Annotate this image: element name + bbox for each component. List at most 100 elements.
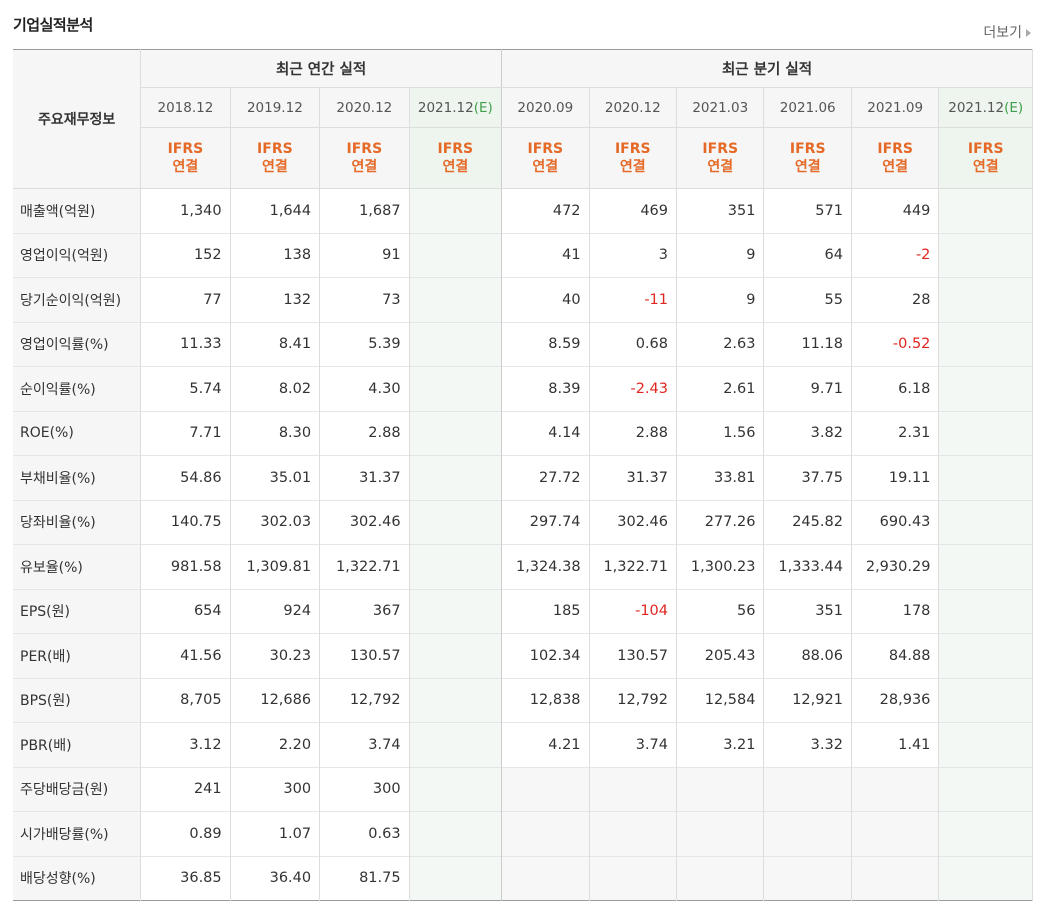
annual-value: 130.57	[319, 633, 410, 678]
annual-value	[409, 188, 503, 233]
annual-value: 924	[230, 589, 321, 634]
quarter-value	[938, 589, 1033, 634]
quarter-value: 2.88	[589, 411, 678, 456]
quarter-value: 178	[851, 589, 940, 634]
quarter-value	[938, 856, 1033, 901]
row-label: 영업이익률(%)	[13, 322, 142, 367]
ifrs-label: IFRS	[614, 141, 651, 157]
consolidated-label: 연결	[972, 159, 999, 175]
table-row: PBR(배) 3.12 2.20 3.74 4.21 3.74 3.21 3.32 1.41	[13, 722, 1033, 767]
quarter-value: 41	[501, 233, 590, 278]
quarter-value	[851, 811, 940, 856]
quarter-value: 351	[763, 589, 852, 634]
quarter-value: 245.82	[763, 500, 852, 545]
consolidated-label: 연결	[882, 159, 909, 175]
annual-value: 41.56	[140, 633, 231, 678]
annual-value	[409, 589, 503, 634]
ifrs-badge: IFRS 연결	[589, 127, 678, 189]
row-label: 순이익률(%)	[13, 366, 142, 411]
annual-value	[409, 633, 503, 678]
annual-value: 8,705	[140, 678, 231, 723]
quarter-value: 55	[763, 277, 852, 322]
quarter-value	[676, 811, 765, 856]
annual-value: 3.74	[319, 722, 410, 767]
annual-value: 152	[140, 233, 231, 278]
more-link[interactable]: 더보기	[983, 22, 1031, 42]
quarter-value: 31.37	[589, 455, 678, 500]
quarter-group-header: 최근 분기 실적	[501, 49, 1033, 88]
quarter-value: 102.34	[501, 633, 590, 678]
period-header: 2021.12(E)	[409, 87, 503, 128]
row-label: ROE(%)	[13, 411, 142, 456]
ifrs-label: IFRS	[257, 141, 293, 157]
annual-value: 73	[319, 277, 410, 322]
annual-value: 31.37	[319, 455, 410, 500]
table-row: 순이익률(%) 5.74 8.02 4.30 8.39 -2.43 2.61 9.71 6.18	[13, 366, 1033, 411]
annual-value: 300	[230, 767, 321, 812]
quarter-value	[501, 811, 590, 856]
row-label: PBR(배)	[13, 722, 142, 767]
section-title: 기업실적분석	[13, 16, 93, 34]
row-label: BPS(원)	[13, 678, 142, 723]
quarter-value: 12,838	[501, 678, 590, 723]
annual-value: 12,792	[319, 678, 410, 723]
quarter-value: 2.63	[676, 322, 765, 367]
period-header: 2021.09	[851, 87, 940, 128]
row-label: 당좌비율(%)	[13, 500, 142, 545]
row-label: 시가배당률(%)	[13, 811, 142, 856]
quarter-value: 297.74	[501, 500, 590, 545]
quarter-value: 19.11	[851, 455, 940, 500]
annual-value: 11.33	[140, 322, 231, 367]
quarter-value: 277.26	[676, 500, 765, 545]
annual-value: 77	[140, 277, 231, 322]
annual-value	[409, 678, 503, 723]
quarter-value: -2.43	[589, 366, 678, 411]
quarter-value	[938, 455, 1033, 500]
quarter-value: 4.14	[501, 411, 590, 456]
quarter-value: -104	[589, 589, 678, 634]
quarter-value: 2,930.29	[851, 544, 940, 589]
quarter-value: -11	[589, 277, 678, 322]
quarter-value	[501, 767, 590, 812]
quarter-value	[501, 856, 590, 901]
annual-value	[409, 722, 503, 767]
annual-value: 81.75	[319, 856, 410, 901]
quarter-value: 3.74	[589, 722, 678, 767]
annual-value: 302.03	[230, 500, 321, 545]
consolidated-label: 연결	[532, 159, 559, 175]
period-header: 2020.12	[589, 87, 678, 128]
annual-value: 4.30	[319, 366, 410, 411]
row-label: 당기순이익(억원)	[13, 277, 142, 322]
ifrs-badge: IFRS 연결	[230, 127, 321, 189]
quarter-value: 472	[501, 188, 590, 233]
consolidated-label: 연결	[619, 159, 646, 175]
more-link-label: 더보기	[983, 25, 1022, 41]
annual-value: 138	[230, 233, 321, 278]
annual-value: 91	[319, 233, 410, 278]
annual-value: 1,644	[230, 188, 321, 233]
consolidated-label: 연결	[172, 159, 199, 175]
quarter-value	[589, 811, 678, 856]
annual-value: 241	[140, 767, 231, 812]
quarter-value: 1.41	[851, 722, 940, 767]
consolidated-label: 연결	[351, 159, 378, 175]
annual-value	[409, 544, 503, 589]
quarter-value: 449	[851, 188, 940, 233]
quarter-value: 40	[501, 277, 590, 322]
annual-value: 1,322.71	[319, 544, 410, 589]
ifrs-label: IFRS	[967, 141, 1004, 157]
chevron-right-icon	[1026, 29, 1031, 37]
table-row: 유보율(%) 981.58 1,309.81 1,322.71 1,324.38 1,32…	[13, 544, 1033, 589]
row-label: 유보율(%)	[13, 544, 142, 589]
ifrs-badge: IFRS 연결	[938, 127, 1033, 189]
quarter-value	[763, 811, 852, 856]
quarter-value	[938, 366, 1033, 411]
table-row: 주당배당금(원) 241 300 300	[13, 767, 1033, 812]
ifrs-badge: IFRS 연결	[409, 127, 503, 189]
quarter-value: 56	[676, 589, 765, 634]
table-row: 당기순이익(억원) 77 132 73 40 -11 9 55 28	[13, 277, 1033, 322]
annual-value	[409, 277, 503, 322]
quarter-value: 27.72	[501, 455, 590, 500]
quarter-value	[938, 544, 1033, 589]
annual-value	[409, 455, 503, 500]
